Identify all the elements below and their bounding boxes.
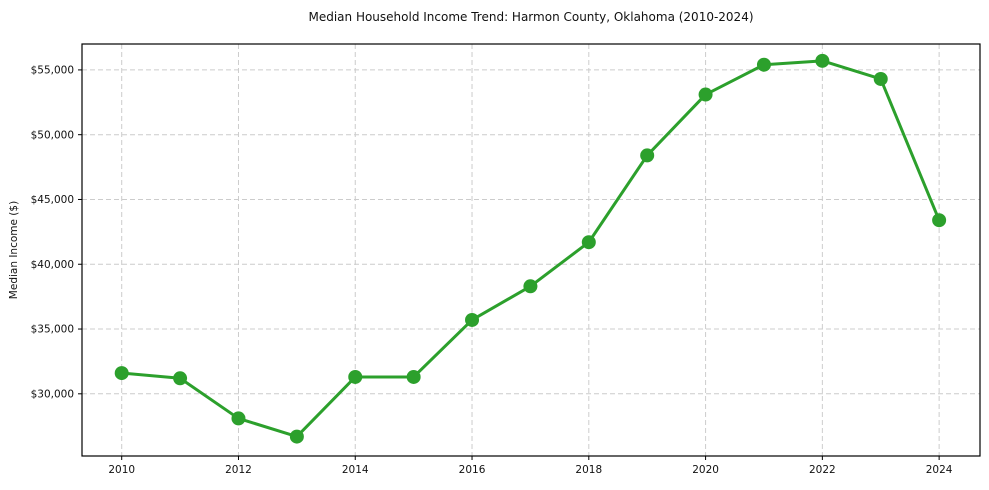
x-tick-label: 2010 (108, 464, 135, 476)
x-tick-label: 2022 (809, 464, 836, 476)
data-point-2010 (114, 366, 129, 381)
data-point-2014 (348, 369, 363, 384)
y-axis-label: Median Income ($) (8, 200, 20, 300)
y-tick-label: $55,000 (31, 65, 74, 77)
plot-border (81, 43, 981, 457)
data-point-2011 (173, 371, 188, 386)
data-point-2012 (231, 411, 246, 426)
x-tick-label: 2014 (342, 464, 369, 476)
data-point-2018 (581, 235, 596, 250)
data-point-2013 (289, 429, 304, 444)
x-tick-label: 2018 (575, 464, 602, 476)
x-tick-label: 2024 (926, 464, 953, 476)
data-point-2017 (523, 279, 538, 294)
data-point-2015 (406, 369, 421, 384)
income-trend-line (120, 59, 941, 439)
x-tick-label: 2020 (692, 464, 719, 476)
y-tick-label: $50,000 (31, 129, 74, 141)
data-point-2021 (756, 57, 771, 72)
y-tick-label: $30,000 (31, 388, 74, 400)
data-point-2024 (932, 213, 947, 228)
data-point-2023 (873, 71, 888, 86)
data-point-2020 (698, 87, 713, 102)
y-tick-label: $40,000 (31, 259, 74, 271)
data-point-2016 (465, 312, 480, 327)
data-point-2019 (640, 148, 655, 163)
y-tick-label: $35,000 (31, 324, 74, 336)
x-tick-label: 2012 (225, 464, 252, 476)
data-point-2022 (815, 53, 830, 68)
x-tick-label: 2016 (459, 464, 486, 476)
y-tick-label: $45,000 (31, 194, 74, 206)
chart-title: Median Household Income Trend: Harmon Co… (308, 10, 754, 24)
